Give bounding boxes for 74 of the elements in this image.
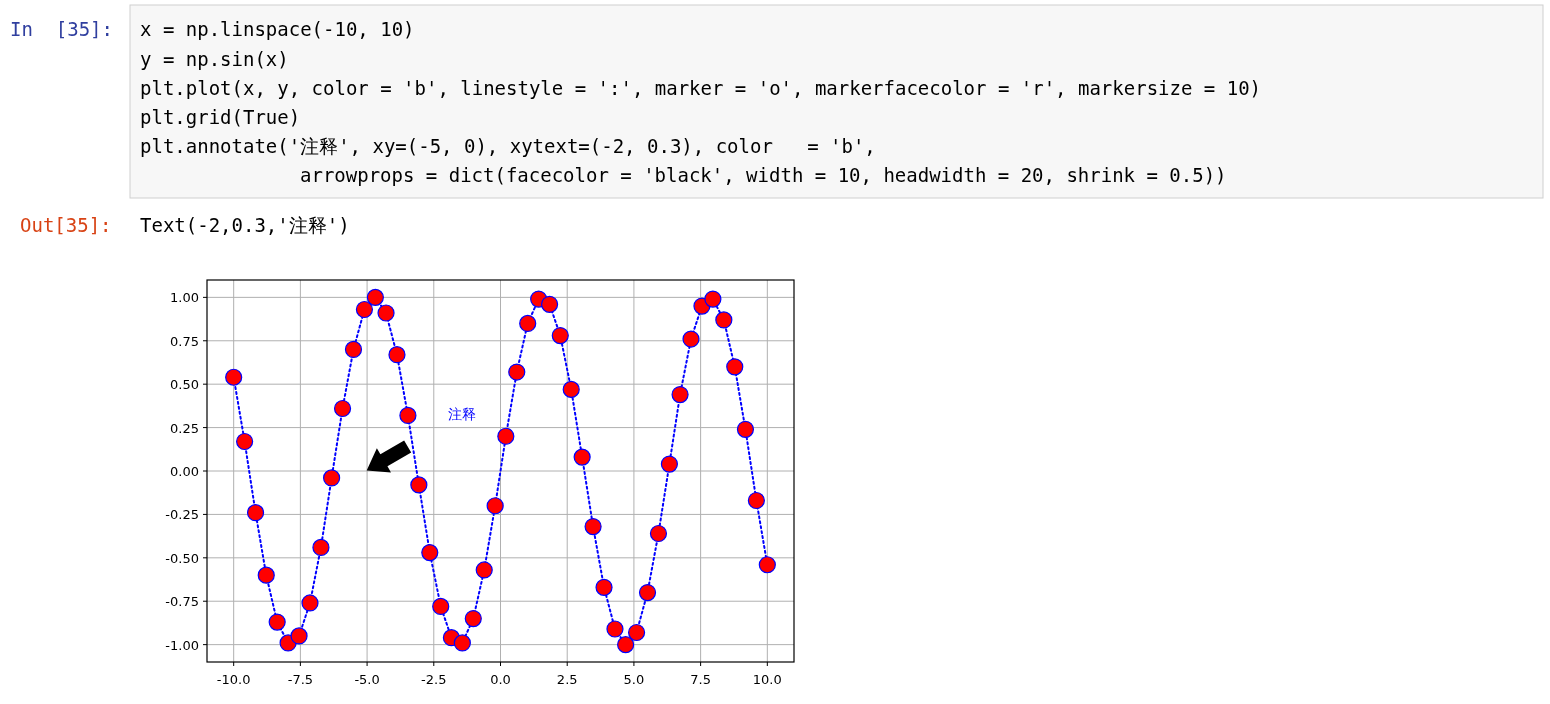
y-tick-label: -0.25 — [165, 507, 199, 523]
x-tick-label: -7.5 — [287, 672, 314, 687]
text: plt.annotate('注释', xy=(-5, 0), xytext=(-2, 0.3), color = 'b', — [140, 135, 876, 157]
point — [366, 288, 384, 306]
point — [236, 432, 254, 451]
point — [551, 326, 569, 345]
point — [464, 609, 482, 628]
y-tick-label: 0.75 — [170, 333, 199, 349]
text: x = np.linspace(-10, 10) — [140, 18, 415, 40]
point — [290, 627, 308, 645]
point — [421, 544, 439, 562]
point — [453, 634, 471, 652]
text: Out[35]: — [20, 214, 112, 236]
y-tick-label: 1.00 — [170, 290, 199, 306]
point — [660, 455, 678, 473]
point — [246, 504, 265, 522]
point — [736, 420, 755, 438]
point — [638, 583, 657, 602]
text: Text(-2,0.3,'注释') — [140, 214, 350, 236]
point — [682, 330, 700, 348]
text: arrowprops = dict(facecolor = 'black', width = 10, headwidth = 20, shrink = 0.5)) — [300, 164, 1227, 186]
point — [715, 311, 733, 329]
point — [323, 469, 341, 487]
point — [312, 538, 330, 556]
x-tick-label: -10.0 — [216, 672, 251, 687]
point — [671, 386, 689, 404]
text: y = np.sin(x) — [140, 48, 289, 70]
point — [519, 314, 537, 333]
point — [355, 300, 374, 319]
text: plt.grid(True) — [140, 106, 301, 128]
point — [486, 497, 504, 515]
annotation: 注释 — [447, 406, 476, 423]
point — [726, 358, 744, 376]
point — [388, 346, 406, 364]
y-tick-label: -0.50 — [165, 550, 199, 566]
point — [747, 491, 765, 510]
point — [595, 578, 613, 596]
point — [410, 476, 428, 494]
point — [257, 566, 275, 584]
point — [617, 636, 635, 654]
point — [344, 340, 363, 359]
point — [432, 597, 450, 616]
point — [606, 620, 624, 638]
point — [584, 517, 602, 536]
point — [225, 368, 243, 386]
point — [562, 380, 580, 398]
point — [301, 594, 319, 612]
point — [541, 295, 559, 313]
y-tick-label: 0.25 — [170, 420, 199, 436]
point — [399, 406, 417, 425]
point — [573, 448, 591, 466]
y-tick-label: 0.00 — [170, 464, 199, 479]
point — [649, 524, 668, 543]
point — [508, 363, 526, 381]
point — [268, 613, 286, 631]
y-tick-label: 0.50 — [170, 377, 199, 393]
x-tick-label: 5.0 — [623, 672, 645, 687]
y-tick-label: -1.00 — [165, 637, 199, 653]
text: In [35]: — [10, 18, 113, 40]
point — [377, 304, 395, 322]
point — [497, 427, 515, 445]
x-tick-label: 7.5 — [690, 672, 711, 687]
x-tick-label: 0.0 — [490, 672, 511, 687]
point — [627, 623, 646, 642]
point — [704, 290, 722, 308]
point — [475, 561, 493, 579]
text: plt.plot(x, y, color = 'b', linestyle = ':', marker = 'o', markerfacecolor = 'r', markersize = 10) — [140, 77, 1262, 99]
point — [333, 399, 352, 418]
y-tick-label: -0.75 — [165, 594, 199, 610]
x-tick-label: -2.5 — [421, 672, 447, 687]
x-tick-label: 2.5 — [556, 672, 578, 687]
point — [758, 556, 776, 574]
x-tick-label: -5.0 — [354, 672, 380, 687]
x-tick-label: 10.0 — [752, 672, 782, 687]
